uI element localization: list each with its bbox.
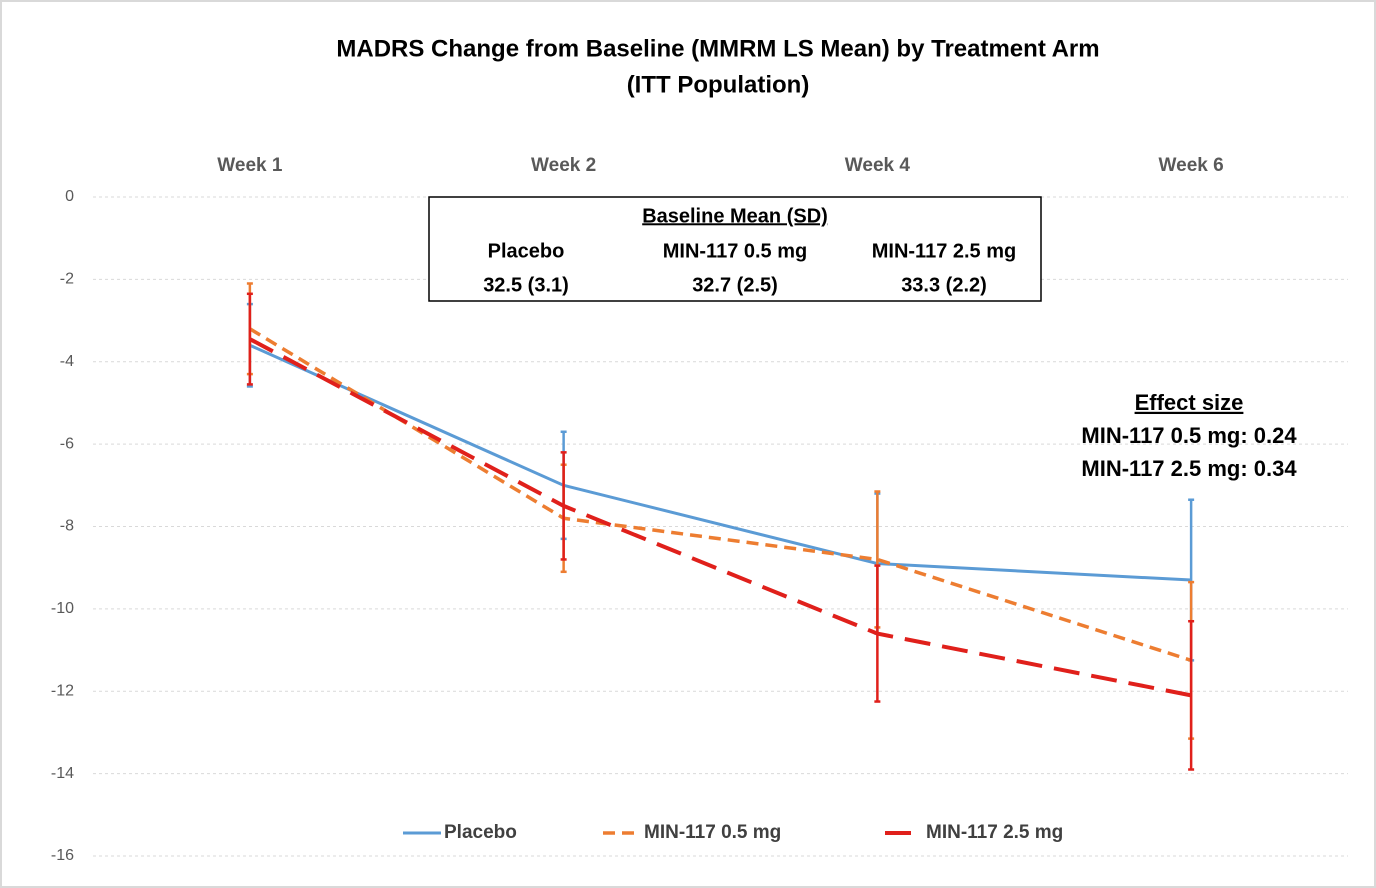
legend-label: MIN-117 0.5 mg <box>644 822 781 843</box>
legend: Placebo MIN-117 0.5 mg MIN-117 2.5 mg <box>403 822 1063 843</box>
error-bar <box>560 451 567 561</box>
y-tick-label: -2 <box>60 271 74 288</box>
y-tick-label: -4 <box>60 353 74 370</box>
effect-size: Effect size MIN-117 0.5 mg: 0.24 MIN-117… <box>1081 390 1297 481</box>
y-tick-label: -6 <box>60 435 74 452</box>
series-line <box>249 343 1192 582</box>
chart-subtitle: (ITT Population) <box>627 71 810 98</box>
baseline-value: 32.7 (2.5) <box>692 274 778 296</box>
y-tick-label: -8 <box>60 518 74 535</box>
y-tick-label: -16 <box>51 847 74 864</box>
series-line <box>248 337 1192 698</box>
y-tick-label: 0 <box>65 188 74 205</box>
baseline-value: 32.5 (3.1) <box>483 274 569 296</box>
y-tick-label: -12 <box>51 682 74 699</box>
baseline-column: MIN-117 2.5 mg <box>872 240 1017 262</box>
legend-label: MIN-117 2.5 mg <box>926 822 1063 843</box>
error-bar <box>874 564 881 703</box>
effect-size-line: MIN-117 2.5 mg: 0.34 <box>1081 456 1297 481</box>
baseline-box-frame <box>428 196 1042 302</box>
legend-label: Placebo <box>444 822 517 843</box>
y-tick-label: -14 <box>51 765 74 782</box>
effect-size-line: MIN-117 0.5 mg: 0.24 <box>1081 423 1297 448</box>
series-line <box>248 327 1192 663</box>
x-tick-label: Week 4 <box>845 155 911 176</box>
error-bar <box>246 292 253 386</box>
chart-title: MADRS Change from Baseline (MMRM LS Mean… <box>336 35 1099 62</box>
baseline-box: Baseline Mean (SD) Placebo MIN-117 0.5 m… <box>428 196 1042 302</box>
x-tick-label: Week 6 <box>1159 155 1224 176</box>
baseline-column: Placebo <box>488 240 565 262</box>
effect-size-title: Effect size <box>1135 390 1244 415</box>
error-bar <box>1188 619 1195 771</box>
plot-area: 0 -2 -4 -6 -8 -10 -12 -14 -16 Week 1 Week 2 Week 4 W… <box>51 155 1348 864</box>
baseline-column: MIN-117 0.5 mg <box>663 240 808 262</box>
baseline-value: 33.3 (2.2) <box>901 274 987 296</box>
x-tick-label: Week 2 <box>531 155 596 176</box>
x-tick-label: Week 1 <box>217 155 283 176</box>
y-tick-label: -10 <box>51 600 74 617</box>
baseline-title: Baseline Mean (SD) <box>642 205 828 227</box>
